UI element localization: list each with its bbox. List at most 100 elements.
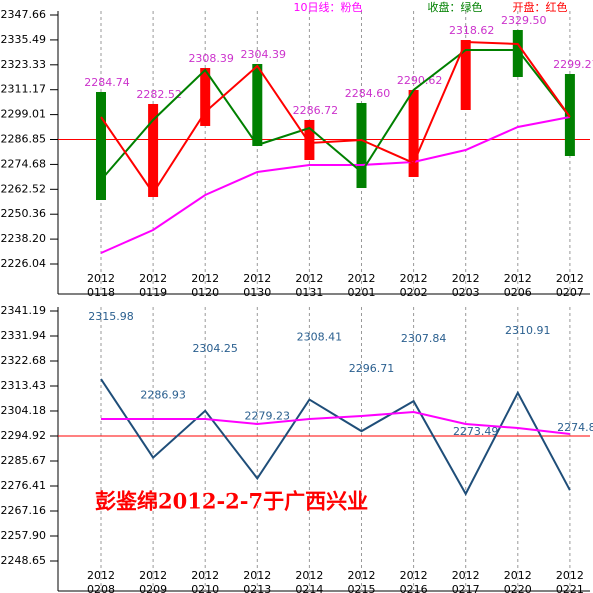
y-tick-label: 2257.90 — [1, 529, 47, 542]
series-line — [100, 378, 571, 497]
y-tick-label: 2286.85 — [1, 133, 47, 146]
candle-bar — [408, 89, 419, 177]
y-tick-label: 2267.16 — [1, 504, 47, 517]
x-tick-label: 0207 — [556, 286, 584, 299]
y-tick-label: 2313.43 — [1, 379, 47, 392]
x-tick-label: 0131 — [295, 286, 323, 299]
value-label: 2304.39 — [241, 48, 287, 61]
y-tick-label: 2276.41 — [1, 479, 47, 492]
value-label: 2304.25 — [192, 342, 238, 355]
x-tick-label: 2012 — [348, 569, 376, 582]
x-tick-label: 2012 — [243, 272, 271, 285]
candle-bar — [512, 30, 523, 77]
value-label: 2274.86 — [557, 421, 593, 434]
series-line — [100, 40, 571, 195]
y-tick-label: 2299.01 — [1, 108, 47, 121]
value-label: 2273.49 — [453, 425, 499, 438]
x-tick-label: 2012 — [504, 569, 532, 582]
y-tick-label: 2250.36 — [1, 207, 47, 220]
x-tick-label: 0118 — [87, 286, 115, 299]
value-label: 2299.27 — [553, 58, 593, 71]
y-tick-label: 2304.18 — [1, 404, 47, 417]
value-label: 2279.23 — [245, 409, 291, 422]
annotation: 彭鉴绵2012-2-7于广西兴业 — [95, 489, 368, 514]
x-tick-label: 0209 — [139, 583, 167, 593]
x-tick-label: 0216 — [400, 583, 428, 593]
x-tick-label: 0214 — [295, 583, 323, 593]
candle-bar — [564, 74, 575, 157]
y-tick-label: 2262.52 — [1, 182, 47, 195]
candle-bar — [96, 92, 106, 200]
y-tick-label: 2274.68 — [1, 157, 47, 170]
value-label: 2286.72 — [293, 104, 339, 117]
x-tick-label: 0120 — [191, 286, 219, 299]
x-tick-label: 2012 — [400, 569, 428, 582]
value-label: 2307.84 — [401, 332, 447, 345]
x-tick-label: 0217 — [452, 583, 480, 593]
x-tick-label: 0220 — [504, 583, 532, 593]
candle-bar — [356, 102, 367, 189]
x-tick-label: 0202 — [400, 286, 428, 299]
x-tick-label: 2012 — [504, 272, 532, 285]
y-tick-label: 2226.04 — [1, 257, 47, 270]
y-tick-label: 2238.20 — [1, 232, 47, 245]
x-tick-label: 2012 — [243, 569, 271, 582]
candle-bar — [252, 63, 263, 146]
x-tick-label: 2012 — [139, 272, 167, 285]
x-tick-label: 0208 — [87, 583, 115, 593]
y-tick-label: 2294.92 — [1, 429, 47, 442]
series-line — [100, 48, 571, 181]
x-tick-label: 2012 — [191, 272, 219, 285]
legend-entry: 10日线：粉色 — [294, 0, 363, 14]
x-tick-label: 0119 — [139, 286, 167, 299]
x-tick-label: 0221 — [556, 583, 584, 593]
x-tick-label: 0201 — [348, 286, 376, 299]
candle-bar — [148, 103, 159, 197]
x-tick-label: 2012 — [295, 569, 323, 582]
x-tick-label: 2012 — [191, 569, 219, 582]
value-label: 2308.39 — [188, 52, 234, 65]
y-tick-label: 2341.19 — [1, 304, 47, 317]
value-label: 2282.52 — [136, 88, 182, 101]
y-tick-label: 2322.68 — [1, 354, 47, 367]
x-tick-label: 0213 — [243, 583, 271, 593]
value-label: 2315.98 — [88, 310, 134, 323]
value-label: 2318.62 — [449, 24, 495, 37]
x-tick-label: 2012 — [556, 569, 584, 582]
x-tick-label: 2012 — [556, 272, 584, 285]
legend-entry: 开盘：红色 — [513, 0, 568, 14]
value-label: 2329.50 — [501, 14, 547, 27]
x-tick-label: 2012 — [452, 272, 480, 285]
x-tick-label: 2012 — [87, 569, 115, 582]
candle-bar — [460, 39, 471, 110]
x-tick-label: 0215 — [348, 583, 376, 593]
x-tick-label: 2012 — [400, 272, 428, 285]
y-tick-label: 2311.17 — [1, 83, 47, 96]
y-tick-label: 2347.66 — [1, 8, 47, 21]
x-tick-label: 2012 — [452, 569, 480, 582]
value-label: 2284.60 — [345, 87, 391, 100]
x-tick-label: 2012 — [348, 272, 376, 285]
candle-bar — [200, 68, 211, 126]
series-line — [100, 116, 571, 254]
x-tick-label: 0206 — [504, 286, 532, 299]
candle-bar — [304, 119, 315, 160]
value-label: 2284.74 — [84, 76, 130, 89]
y-tick-label: 2248.65 — [1, 554, 47, 567]
y-tick-label: 2335.49 — [1, 33, 47, 46]
x-tick-label: 0130 — [243, 286, 271, 299]
value-label: 2296.71 — [349, 362, 395, 375]
x-tick-label: 0203 — [452, 286, 480, 299]
x-tick-label: 2012 — [295, 272, 323, 285]
y-tick-label: 2323.33 — [1, 58, 47, 71]
x-tick-label: 2012 — [139, 569, 167, 582]
value-label: 2286.93 — [140, 389, 186, 402]
legend-entry: 收盘：绿色 — [428, 0, 483, 14]
y-tick-label: 2331.94 — [1, 329, 47, 342]
x-tick-label: 0210 — [191, 583, 219, 593]
x-tick-label: 2012 — [87, 272, 115, 285]
series-line — [101, 411, 571, 435]
value-label: 2310.91 — [505, 324, 551, 337]
value-label: 2308.41 — [297, 331, 343, 344]
